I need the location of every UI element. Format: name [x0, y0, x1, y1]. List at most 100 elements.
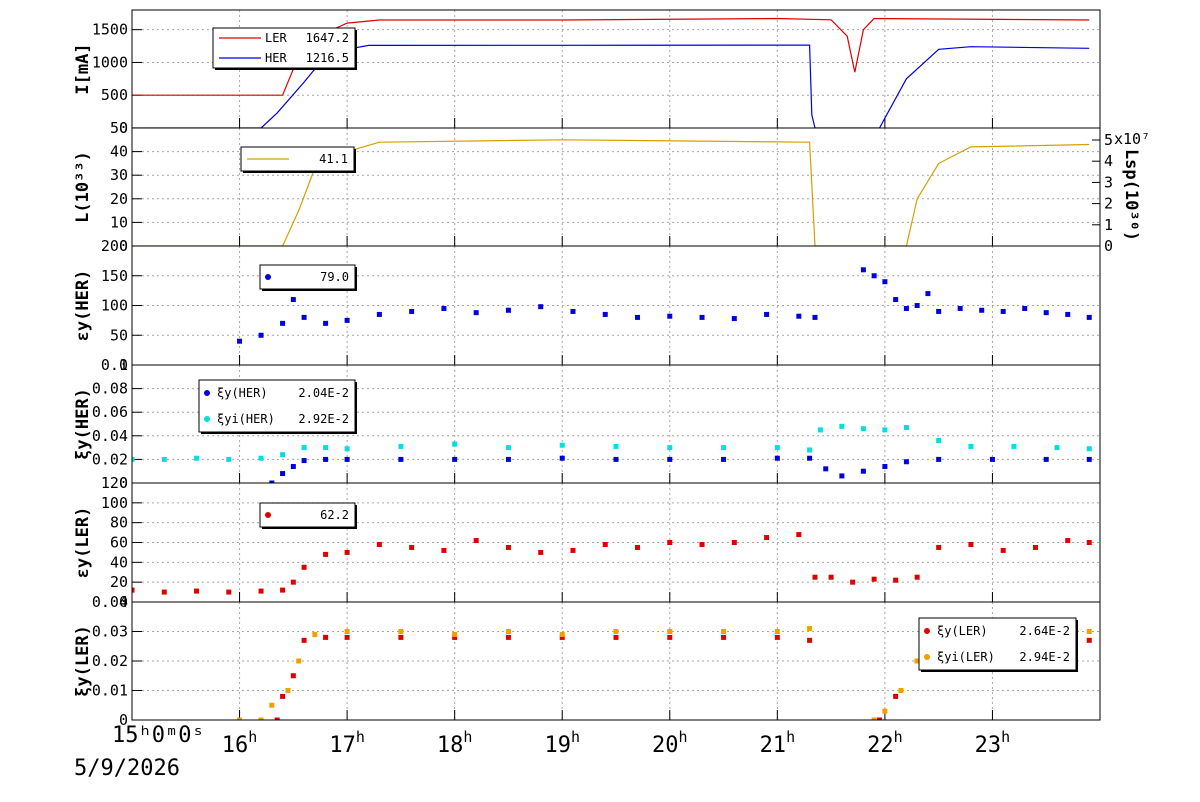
data-point	[559, 631, 565, 637]
data-point	[301, 564, 307, 570]
data-point	[280, 693, 286, 699]
data-point	[344, 317, 350, 323]
legend: ξy(LER) 2.64E-2 ξyi(LER) 2.94E-2	[918, 617, 1078, 672]
data-point	[1065, 311, 1071, 317]
data-point	[823, 466, 829, 472]
data-point	[774, 629, 780, 634]
gridlines	[132, 483, 1100, 602]
data-point	[871, 273, 877, 279]
data-point	[312, 631, 318, 637]
data-point	[344, 629, 350, 634]
data-point	[398, 634, 404, 640]
y-tick-label: 0.06	[92, 403, 128, 421]
data-point	[721, 629, 727, 634]
data-point	[936, 308, 942, 314]
data-point	[903, 305, 909, 311]
legend-value: 41.1	[319, 152, 348, 166]
legend-box	[198, 379, 356, 433]
data-point	[505, 445, 511, 451]
data-point	[839, 473, 845, 479]
data-point	[226, 589, 232, 595]
data-layer	[237, 267, 1092, 344]
data-point	[871, 717, 877, 720]
y-tick-label: 0.01	[92, 682, 128, 700]
x-tick-label: 21h	[760, 728, 796, 758]
x-tick-unit: h	[248, 728, 257, 746]
data-point	[505, 307, 511, 313]
data-point	[301, 637, 307, 643]
y-tick-label: 0	[119, 711, 128, 729]
data-point	[667, 634, 673, 640]
data-point	[635, 314, 641, 320]
data-point	[161, 456, 167, 462]
data-point	[398, 456, 404, 462]
data-point	[721, 634, 727, 640]
x-tick-unit: h	[356, 728, 365, 746]
y-axis-label: ξy(HER)	[73, 388, 93, 460]
data-point	[323, 456, 329, 462]
legend-box	[259, 264, 356, 290]
data-point	[936, 544, 942, 550]
data-point	[570, 308, 576, 314]
data-point	[398, 443, 404, 449]
data-point	[559, 442, 565, 448]
data-point	[132, 587, 135, 593]
data-point	[1086, 629, 1092, 634]
y-tick-label: 0	[119, 593, 128, 611]
data-point	[903, 425, 909, 431]
x-tick-label: 20h	[652, 728, 688, 758]
y-tick-label: 60	[110, 534, 128, 552]
y-tick-label: 500	[101, 86, 128, 104]
y-tick-label: 0.04	[92, 593, 128, 611]
data-point	[774, 455, 780, 461]
y-tick-label: 20	[110, 573, 128, 591]
legend-series-name: ξy(LER)	[937, 624, 988, 638]
y2-tick-label: 0	[1104, 237, 1113, 255]
data-point	[877, 717, 883, 720]
legend: 41.1	[240, 146, 356, 173]
data-point	[344, 456, 350, 462]
data-point	[538, 549, 544, 555]
data-point	[285, 688, 291, 693]
y2-exponent-label: x10⁷	[1114, 130, 1150, 148]
y-tick-label: 0.1	[101, 356, 128, 374]
data-point	[850, 579, 856, 585]
legend-box	[259, 502, 356, 528]
x-tick-label: 23h	[975, 728, 1011, 758]
data-layer	[132, 532, 1092, 595]
x-tick-label: 18h	[437, 728, 473, 758]
data-point	[323, 320, 329, 326]
data-point	[602, 311, 608, 317]
x-tick-unit: h	[571, 728, 580, 746]
data-point	[893, 577, 899, 583]
data-point	[344, 549, 350, 555]
series-line-L	[132, 139, 1090, 246]
data-point	[1086, 637, 1092, 643]
data-point	[538, 304, 544, 310]
x-tick-unit: h	[786, 728, 795, 746]
legend-swatch	[265, 274, 271, 280]
data-point	[731, 316, 737, 322]
data-point	[764, 311, 770, 317]
y-tick-label: 40	[110, 143, 128, 161]
data-point	[258, 332, 264, 338]
legend-value: 1647.2	[306, 31, 349, 45]
legend-value: 2.92E-2	[298, 412, 349, 426]
x-tick-label: 17h	[329, 728, 365, 758]
legend-box	[212, 27, 356, 69]
data-point	[721, 456, 727, 462]
data-point	[296, 658, 302, 664]
data-point	[1032, 544, 1038, 550]
data-point	[452, 634, 458, 640]
series-line-HER	[132, 44, 1090, 128]
data-point	[936, 456, 942, 462]
data-point	[441, 305, 447, 311]
panel-xi-her: 0 0.02 0.04 0.06 0.08 0.1 ξy(HER) ξy(HER) 2.04E-…	[73, 356, 1101, 492]
data-point	[914, 303, 920, 308]
data-point	[667, 629, 673, 634]
x-tick-unit: h	[894, 728, 903, 746]
